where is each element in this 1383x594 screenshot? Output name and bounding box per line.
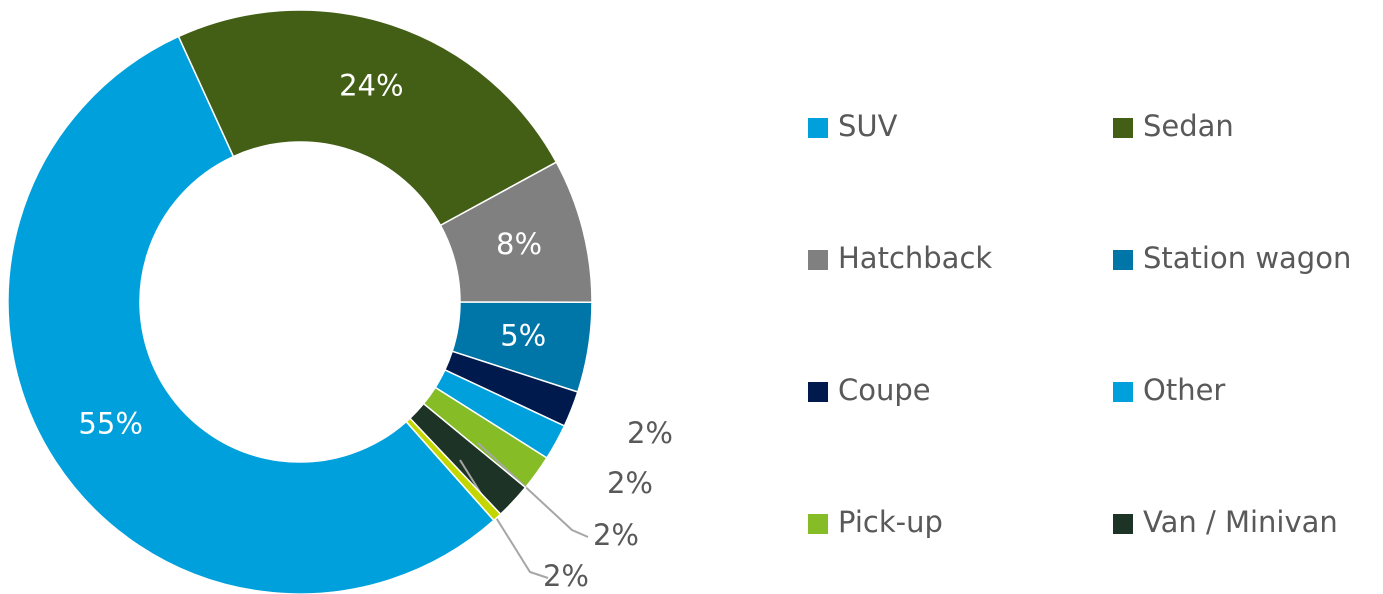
legend-swatch xyxy=(808,382,828,402)
data-label: 5% xyxy=(500,318,546,352)
data-label: 2% xyxy=(607,466,653,500)
data-label: 2% xyxy=(593,518,639,552)
legend-label: Hatchback xyxy=(838,241,992,275)
slice xyxy=(405,417,502,522)
legend-swatch xyxy=(1113,118,1133,138)
legend-label: Van / Minivan xyxy=(1143,505,1338,539)
leader-line xyxy=(477,442,589,538)
legend-swatch xyxy=(1113,382,1133,402)
data-label: 24% xyxy=(339,69,403,103)
slice xyxy=(7,35,495,594)
data-label: 55% xyxy=(78,406,142,440)
legend-label: Coupe xyxy=(838,373,931,407)
legend-swatch xyxy=(1113,250,1133,270)
legend-label: Sedan xyxy=(1143,109,1234,143)
legend-label: Pick-up xyxy=(838,505,943,539)
data-label: 2% xyxy=(543,559,589,593)
legend-swatch xyxy=(1113,514,1133,534)
legend-swatch xyxy=(808,118,828,138)
legend-label: Station wagon xyxy=(1143,241,1351,275)
data-label: 2% xyxy=(627,416,673,450)
slice xyxy=(177,9,558,227)
legend-label: SUV xyxy=(838,109,898,143)
legend-swatch xyxy=(808,514,828,534)
data-label: 8% xyxy=(496,227,542,261)
legend-label: Other xyxy=(1143,373,1225,407)
legend-swatch xyxy=(808,250,828,270)
